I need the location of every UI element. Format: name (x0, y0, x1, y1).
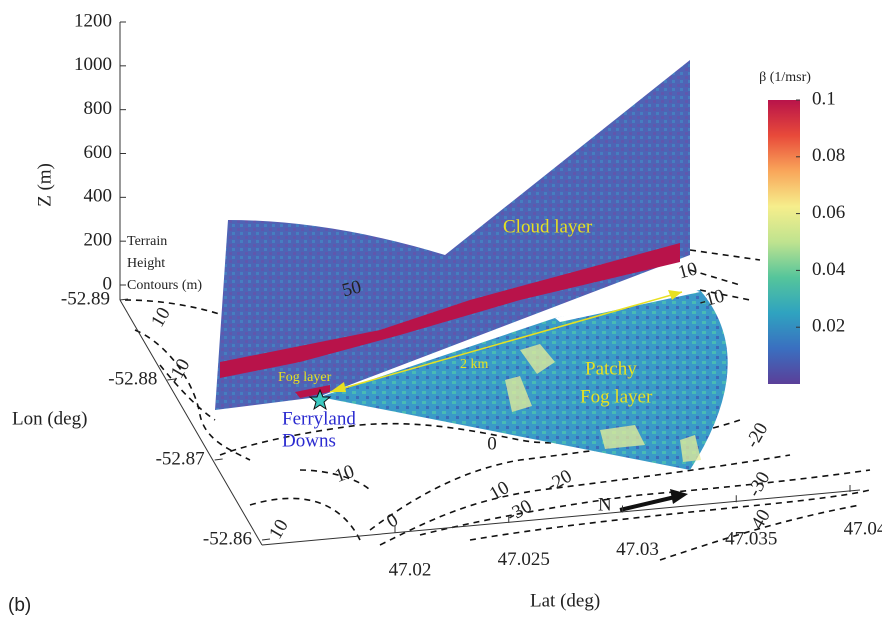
colorbar-tick-label: 0.02 (812, 316, 845, 337)
contour-label: -30 (744, 468, 775, 500)
lat-tick-label: 47.035 (725, 529, 777, 550)
lon-tick-label: -52.87 (156, 448, 205, 469)
contour-label: 50 (340, 276, 364, 301)
contour-label: 10 (486, 477, 513, 505)
patchy-fog-label: Fog layer (580, 386, 653, 407)
terrain-label: Terrain (127, 234, 167, 249)
north-label: N (598, 494, 612, 515)
z-tick-label: 400 (84, 186, 113, 207)
contour-label: 10 (676, 258, 700, 283)
terrain-label: Contours (m) (127, 278, 202, 293)
lon-tick-label: -52.89 (61, 288, 110, 309)
z-tick-label: 1200 (74, 10, 112, 31)
lat-tick-label: 47.025 (498, 549, 550, 570)
range-label: 2 km (460, 357, 489, 372)
lon-tick (214, 458, 223, 461)
colorbar-tick-label: 0.04 (812, 259, 846, 280)
colorbar (768, 100, 800, 384)
lat-tick-label: 47.04 (844, 518, 882, 539)
cloud-band (220, 243, 680, 378)
colorbar-tick-label: 0.08 (812, 145, 845, 166)
z-tick-label: 1000 (74, 54, 112, 75)
contour-label: 0 (383, 510, 402, 533)
z-axis-label: Z (m) (34, 163, 55, 207)
lon-tick (261, 538, 271, 541)
contour-label: 0 (487, 433, 497, 454)
z-tick-label: 800 (84, 98, 113, 119)
north-arrow-head (670, 489, 688, 504)
lon-tick-label: -52.88 (108, 368, 157, 389)
panel-label: (b) (8, 595, 31, 616)
lon-tick (167, 378, 176, 381)
terrain-label: Height (127, 256, 165, 271)
fog-band (295, 385, 330, 398)
vertical-scan (215, 60, 690, 410)
colorbar-tick-label: 0.1 (812, 88, 836, 109)
contour-label: -30 (503, 496, 535, 527)
north-arrow (619, 495, 676, 512)
patchy-fog-label: Patchy (585, 358, 637, 379)
lat-tick-label: 47.02 (389, 559, 432, 580)
colorbar-label: β (1/msr) (759, 70, 811, 85)
range-arrow (329, 291, 683, 393)
fog-layer-label: Fog layer (278, 370, 332, 385)
contour-label: -20 (742, 419, 773, 451)
z-tick-label: 0 (103, 273, 113, 294)
horizontal-scan (320, 290, 728, 470)
lon-tick-label: -52.86 (203, 528, 252, 549)
site-star (308, 388, 332, 411)
cloud-layer-label: Cloud layer (503, 216, 593, 237)
z-tick-label: 200 (84, 230, 113, 251)
contour-label: -20 (543, 466, 575, 497)
colorbar-tick-label: 0.06 (812, 202, 845, 223)
lat-axis-label: Lat (deg) (530, 590, 600, 611)
site-label: Ferryland (282, 408, 356, 429)
contour-label: 10 (332, 461, 357, 487)
lat-tick-label: 47.03 (616, 539, 659, 560)
arrow-head (330, 382, 346, 392)
lon-tick (119, 298, 129, 301)
z-tick-label: 600 (84, 142, 113, 163)
contour-label: 10 (147, 304, 175, 331)
site-label: Downs (282, 430, 336, 451)
arrow-head (668, 290, 682, 300)
lon-axis-label: Lon (deg) (12, 408, 87, 429)
lon-axis (119, 299, 263, 546)
fog-patch (505, 344, 701, 462)
lat-axis (261, 489, 861, 546)
